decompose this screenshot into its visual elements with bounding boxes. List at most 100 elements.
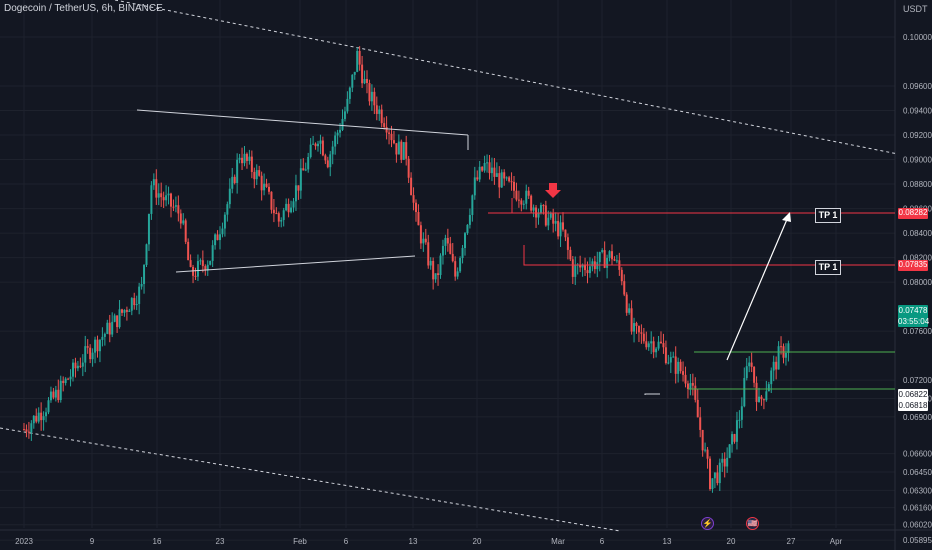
candle-body [476,177,479,180]
candle-body [637,326,640,333]
candle-body [331,146,334,155]
candle-body [341,118,344,130]
channel-lower-line [0,427,621,532]
candle-body [233,176,236,183]
candle-body [581,265,584,268]
candle-body [525,190,528,204]
price-tick-label: 0.06900 [903,413,932,422]
candle-body [755,382,758,402]
time-tick-label: Feb [293,537,307,546]
candle-body [194,275,197,277]
candle-body [302,168,305,171]
candle-body [329,154,332,168]
candle-body [353,71,356,75]
candle-body [135,303,138,306]
lightning-event-icon[interactable]: ⚡ [701,517,714,530]
candle-body [628,308,631,313]
price-tick-label: 0.06160 [903,504,932,513]
candle-body [182,220,185,224]
candle-body [32,415,35,424]
candle-body [767,384,770,392]
candle-body [662,343,665,348]
candle-body [777,346,780,370]
candle-body [650,341,653,344]
level-b-value: 0.06818 [898,401,928,410]
candle-body [378,109,381,114]
candle-body [356,50,359,72]
candle-body [260,175,263,191]
candle-body [402,142,405,160]
candle-body [490,167,493,174]
candle-body [223,214,226,229]
candle-body [552,213,555,224]
candle-body [64,378,67,384]
user-drawings [136,109,895,395]
candle-body [280,219,283,222]
candle-body [630,308,633,332]
candle-body [184,220,187,242]
candle-body [554,221,557,224]
candle-body [358,50,361,65]
candle-body [128,310,131,312]
candle-body [598,252,601,263]
projection-arrow-line [726,216,789,361]
candle-series [23,46,790,493]
price-tick-label: 0.07200 [903,376,932,385]
time-tick-label: 13 [409,537,418,546]
candle-body [380,109,383,124]
sell-marker-arrow [545,183,561,198]
candle-body [196,261,199,277]
tp1-upper-label[interactable]: TP 1 [815,208,841,223]
candle-body [750,362,753,367]
tp1-lower-label[interactable]: TP 1 [815,260,841,275]
candle-body [285,203,288,211]
candle-body [412,195,415,203]
candle-body [696,399,699,418]
us-flag-event-icon[interactable]: 🇺🇸 [746,517,759,530]
candle-body [753,366,756,383]
candle-body [155,179,158,198]
candle-body [699,417,702,430]
candle-body [177,205,180,214]
candle-body [691,383,694,386]
candle-body [395,143,398,155]
price-tick-label: 0.06020 [903,521,932,530]
candle-body [69,376,72,380]
candle-body [86,346,89,348]
candle-body [59,380,62,401]
candle-body [192,266,195,276]
candle-body [530,195,533,211]
candle-body [527,190,530,196]
candle-body [713,472,716,479]
price-tick-label: 0.10000 [903,33,932,42]
candle-body [201,260,204,267]
time-tick-label: 2023 [15,537,33,546]
candle-body [481,166,484,171]
candle-body [118,309,121,328]
candle-body [748,362,751,367]
candle-body [84,346,87,363]
candle-body [45,412,48,417]
candle-body [620,269,623,282]
price-tick-label: 0.08200 [903,254,932,263]
candle-body [559,222,562,237]
candle-body [238,157,241,160]
candle-body [780,346,783,348]
candle-body [324,155,327,161]
candle-body [758,396,760,402]
candle-body [299,168,302,191]
candle-body [243,153,246,164]
candle-body [562,222,564,230]
candle-body [133,298,136,306]
candle-body [27,431,30,433]
pattern-top-line [136,109,469,136]
time-tick-label: 6 [344,537,349,546]
candle-body [309,144,312,157]
candle-body [775,361,778,370]
candle-body [388,132,391,134]
candle-body [615,260,618,262]
candle-body [664,347,667,364]
candle-body [221,228,224,235]
candle-body [449,243,452,254]
